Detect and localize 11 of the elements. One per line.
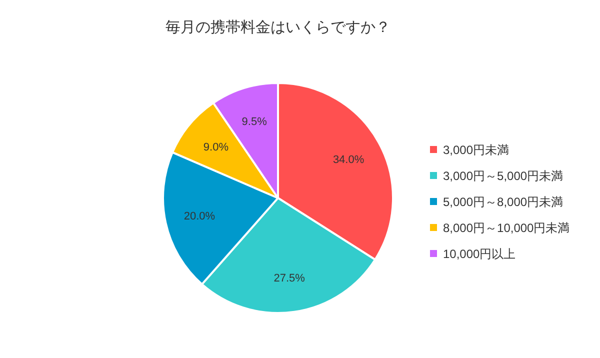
legend-label: 5,000円～8,000円未満 [443, 195, 564, 209]
data-label: 20.0% [184, 210, 216, 223]
legend-label: 10,000円以上 [443, 247, 516, 261]
data-label: 34.0% [332, 154, 364, 166]
legend-label: 3,000円～5,000円未満 [443, 169, 564, 183]
data-label: 27.5% [274, 272, 306, 285]
data-label: 9.0% [203, 142, 229, 154]
legend-label: 8,000円～10,000円未満 [443, 221, 570, 235]
data-label: 9.5% [242, 116, 268, 128]
legend-label: 3,000円未満 [443, 143, 510, 157]
chart-title: 毎月の携帯料金はいくらですか？ [166, 19, 390, 36]
